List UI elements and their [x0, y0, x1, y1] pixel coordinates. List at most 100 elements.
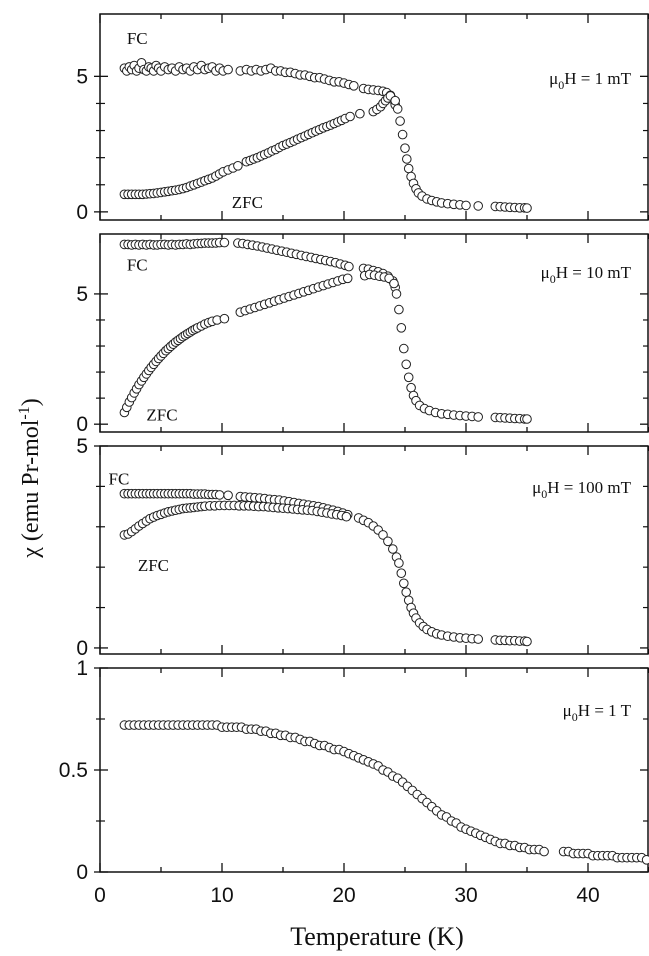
- series-fc: [119, 237, 401, 293]
- y-axis-close: ): [18, 398, 44, 406]
- series-data: [119, 720, 649, 865]
- data-point: [344, 261, 354, 272]
- data-point: [223, 64, 233, 75]
- field-label: μ0H = 100 mT: [532, 478, 631, 501]
- series-label-fc: FC: [109, 469, 130, 488]
- x-tick-label: 30: [454, 884, 477, 907]
- data-point: [341, 511, 352, 522]
- data-point: [397, 129, 408, 140]
- data-point: [641, 855, 649, 865]
- data-point: [391, 289, 402, 299]
- y-axis-chi: χ: [18, 547, 44, 559]
- x-tick-label: 0: [94, 884, 106, 907]
- field-label-text: H = 1 T: [578, 701, 632, 720]
- field-label-text: H = 1 mT: [564, 69, 631, 88]
- y-tick-label: 0: [76, 201, 88, 224]
- data-point: [473, 634, 484, 644]
- field-label-sub: 0: [550, 272, 556, 286]
- data-point: [223, 490, 233, 501]
- data-point: [399, 343, 409, 354]
- data-point: [396, 323, 407, 333]
- data-point: [383, 536, 393, 547]
- data-point: [394, 304, 404, 315]
- data-point: [401, 359, 412, 370]
- data-point: [349, 81, 359, 91]
- panel-frame: [99, 13, 649, 221]
- data-point: [390, 95, 401, 106]
- series-fc: [119, 58, 401, 110]
- field-label-sub: 0: [558, 78, 564, 92]
- y-tick-label: 1: [76, 657, 88, 680]
- data-point: [522, 636, 532, 647]
- data-point: [399, 578, 409, 589]
- field-label: μ0H = 1 T: [563, 701, 632, 724]
- series-label-zfc: ZFC: [138, 556, 169, 575]
- field-label-text: H = 10 mT: [556, 263, 632, 282]
- series-label-zfc: ZFC: [232, 193, 263, 212]
- series-label-fc: FC: [127, 29, 148, 48]
- data-point: [355, 108, 365, 119]
- data-point: [392, 104, 403, 114]
- field-label-sub: 0: [541, 487, 547, 501]
- series-zfc: [119, 91, 532, 213]
- data-point: [401, 587, 412, 598]
- data-point: [403, 372, 414, 383]
- data-point: [400, 143, 410, 153]
- data-point: [461, 200, 471, 211]
- data-point: [522, 203, 532, 213]
- y-axis-exponent: -1: [16, 406, 33, 419]
- y-tick-label: 5: [76, 65, 88, 88]
- data-point: [395, 116, 405, 126]
- data-point: [219, 313, 230, 324]
- data-point: [473, 412, 484, 422]
- y-axis-units: (emu Pr-mol: [18, 419, 44, 547]
- field-label-text: H = 100 mT: [547, 478, 631, 497]
- field-label-mu: μ: [563, 701, 572, 720]
- y-tick-label: 0: [76, 861, 88, 884]
- panel-frame: [99, 667, 649, 873]
- data-point: [539, 846, 549, 857]
- data-point: [378, 530, 388, 540]
- data-point: [342, 273, 353, 284]
- y-tick-label: 0.5: [59, 759, 88, 782]
- panel-frame: [99, 233, 649, 433]
- data-point: [214, 490, 225, 500]
- data-point: [396, 568, 407, 579]
- data-point: [406, 382, 416, 393]
- field-label-mu: μ: [549, 69, 558, 88]
- x-tick-label: 10: [210, 884, 233, 907]
- data-point: [219, 237, 230, 248]
- data-point: [402, 154, 412, 164]
- y-tick-label: 0: [76, 637, 88, 660]
- y-tick-label: 0: [76, 413, 88, 436]
- x-tick-label: 20: [332, 884, 355, 907]
- field-label: μ0H = 10 mT: [541, 263, 632, 286]
- series-zfc: [119, 269, 532, 424]
- series-fc: [119, 488, 402, 562]
- y-tick-label: 5: [76, 435, 88, 458]
- data-point: [389, 278, 399, 289]
- data-point: [403, 163, 414, 174]
- x-tick-label: 40: [576, 884, 599, 907]
- series-zfc: [119, 500, 532, 647]
- series-label-fc: FC: [127, 255, 148, 274]
- y-tick-label: 5: [76, 283, 88, 306]
- data-point: [473, 201, 484, 211]
- field-label: μ0H = 1 mT: [549, 69, 631, 92]
- y-axis-title: χ (emu Pr-mol-1): [16, 398, 44, 558]
- series-label-zfc: ZFC: [146, 405, 177, 424]
- field-label-mu: μ: [532, 478, 541, 497]
- data-point: [394, 558, 404, 568]
- panel-frame: [99, 445, 649, 655]
- x-axis-title: Temperature (K): [290, 922, 464, 951]
- field-label-sub: 0: [572, 710, 578, 724]
- data-point: [522, 414, 532, 424]
- data-point: [233, 161, 243, 171]
- field-label-mu: μ: [541, 263, 550, 282]
